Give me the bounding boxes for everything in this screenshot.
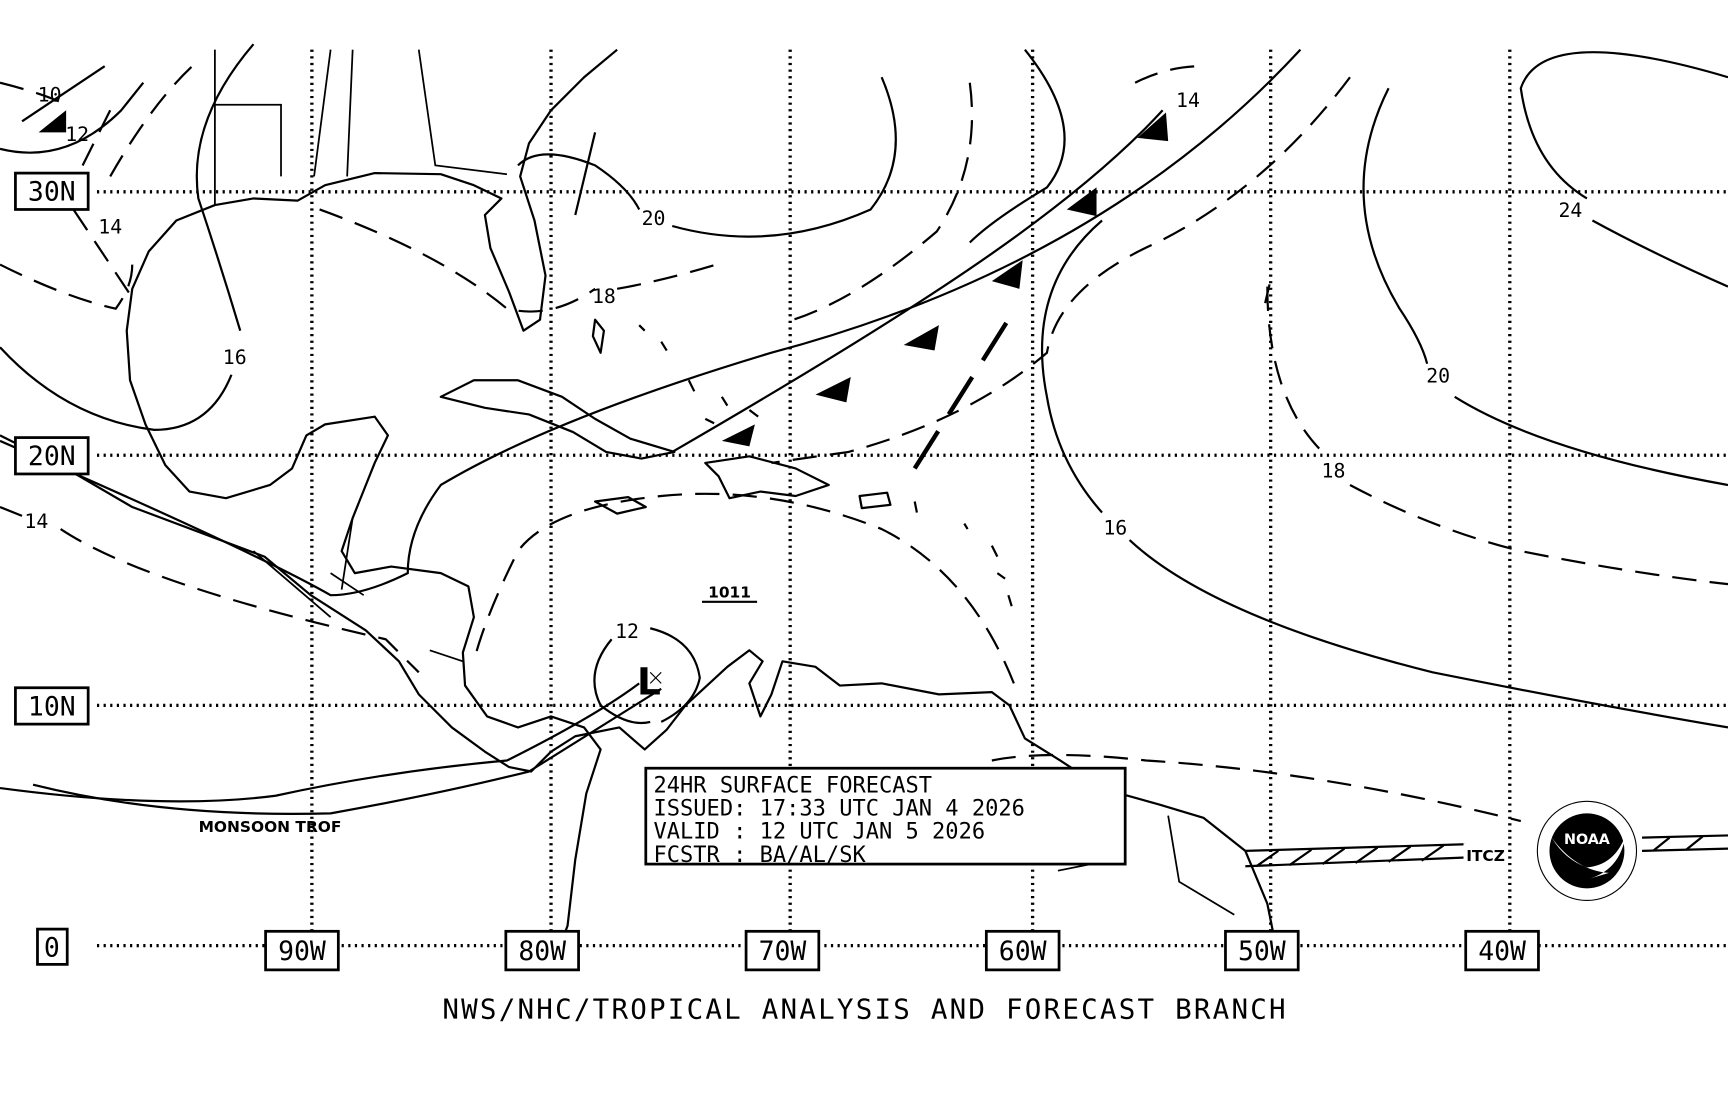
isobar-label: 20 bbox=[642, 207, 666, 230]
monsoon-trough bbox=[0, 682, 662, 816]
isobar-label: 12 bbox=[65, 123, 89, 146]
isobar-label: 14 bbox=[98, 216, 122, 239]
lon-label-60w: 60W bbox=[999, 936, 1047, 967]
lon-label-40w: 40W bbox=[1478, 936, 1526, 967]
low-symbol: L bbox=[637, 659, 661, 703]
lon-label-70w: 70W bbox=[759, 936, 807, 967]
jamaica bbox=[594, 495, 647, 515]
latitude-labels: 30N 20N 10N 0 bbox=[14, 171, 90, 966]
isobar-label: 14 bbox=[1176, 89, 1200, 112]
hispaniola bbox=[704, 455, 830, 500]
puerto-rico bbox=[858, 491, 892, 510]
longitude-labels: 90W 80W 70W 60W 50W 40W bbox=[264, 929, 1540, 972]
itcz bbox=[1245, 834, 1728, 868]
low-pressure-center: L 1011 bbox=[637, 583, 758, 703]
lon-label-50w: 50W bbox=[1238, 936, 1286, 967]
info-forecaster: FCSTR : BA/AL/SK bbox=[654, 843, 867, 868]
lon-label-80w: 80W bbox=[518, 936, 566, 967]
info-valid: VALID : 12 UTC JAN 5 2026 bbox=[654, 820, 986, 845]
itcz-label: ITCZ bbox=[1466, 847, 1505, 865]
lat-label-20n: 20N bbox=[28, 441, 76, 472]
isobar-label: 12 bbox=[615, 620, 639, 643]
isobar-label: 24 bbox=[1558, 199, 1582, 222]
cuba bbox=[439, 379, 676, 460]
isobar-label: 16 bbox=[223, 346, 247, 369]
isobar-label: 18 bbox=[1322, 459, 1346, 482]
isobar-label: 10 bbox=[38, 83, 62, 106]
isobar-labels: 10 12 14 16 20 18 14 24 20 18 16 14 12 bbox=[24, 83, 1582, 643]
noaa-logo-text: NOAA bbox=[1564, 832, 1610, 848]
isobar-label: 14 bbox=[24, 510, 48, 533]
fronts bbox=[38, 109, 1271, 470]
low-pressure-value: 1011 bbox=[708, 583, 751, 601]
isobar-label: 20 bbox=[1426, 364, 1450, 387]
info-issued: ISSUED: 17:33 UTC JAN 4 2026 bbox=[654, 797, 1025, 822]
coastlines bbox=[0, 48, 1280, 971]
isobar-label: 18 bbox=[592, 285, 616, 308]
forecast-info-box: 24HR SURFACE FORECAST ISSUED: 17:33 UTC … bbox=[644, 766, 1127, 868]
monsoon-trough-label: MONSOON TROF bbox=[199, 818, 342, 836]
isobars bbox=[0, 43, 1728, 823]
lon-label-90w: 90W bbox=[278, 936, 326, 967]
lat-label-0: 0 bbox=[44, 933, 60, 964]
lat-label-10n: 10N bbox=[28, 691, 76, 722]
info-title: 24HR SURFACE FORECAST bbox=[654, 773, 933, 798]
isobar-label: 16 bbox=[1103, 517, 1127, 540]
noaa-logo: NOAA bbox=[1536, 800, 1638, 901]
footer-credit: NWS/NHC/TROPICAL ANALYSIS AND FORECAST B… bbox=[442, 993, 1288, 1025]
lat-label-30n: 30N bbox=[28, 177, 76, 208]
